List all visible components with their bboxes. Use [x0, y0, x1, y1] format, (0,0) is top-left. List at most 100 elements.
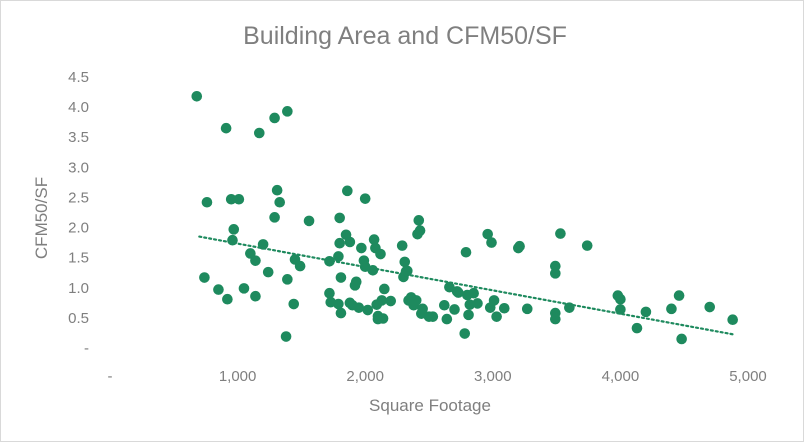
trendline: [198, 235, 737, 336]
data-point: [377, 313, 389, 324]
data-point: [379, 283, 390, 295]
data-point: [498, 302, 510, 314]
data-point: [427, 311, 439, 322]
data-point: [410, 295, 422, 306]
data-point: [288, 298, 300, 310]
data-point: [350, 276, 362, 288]
data-point: [282, 274, 293, 285]
data-point: [439, 299, 450, 311]
data-point: [222, 293, 233, 305]
data-point: [441, 313, 453, 325]
data-points: [191, 90, 738, 345]
data-point: [468, 287, 479, 299]
data-point: [282, 106, 293, 117]
data-point: [368, 234, 380, 245]
y-tick-label: 3.5: [68, 129, 89, 146]
data-point: [324, 255, 335, 267]
data-point: [581, 240, 593, 251]
data-point: [262, 266, 274, 278]
data-point: [191, 90, 203, 102]
data-point: [676, 333, 687, 345]
data-point: [257, 239, 269, 250]
y-tick-label: -: [84, 340, 89, 357]
y-tick-label: 2.0: [68, 220, 89, 237]
data-point: [385, 295, 397, 307]
y-tick-label: 2.5: [68, 189, 89, 206]
data-point: [375, 248, 386, 260]
data-point: [269, 212, 280, 223]
data-point: [564, 302, 575, 313]
data-point: [453, 287, 464, 298]
data-point: [615, 304, 626, 315]
data-point: [333, 251, 344, 262]
data-point: [199, 272, 210, 283]
data-point: [250, 290, 261, 302]
data-point: [417, 303, 428, 315]
data-point: [673, 290, 685, 301]
data-point: [463, 309, 474, 321]
data-point: [274, 196, 286, 208]
data-point: [482, 228, 493, 240]
y-axis-ticks: - 0.5 1.0 1.5 2.0 2.5 3.0 3.5 4.0 4.5: [68, 69, 89, 357]
data-point: [335, 307, 347, 319]
data-point: [399, 256, 411, 268]
data-point: [362, 304, 374, 316]
y-tick-label: 1.0: [68, 280, 89, 297]
x-tick-label: 4,000: [602, 368, 640, 385]
data-point: [250, 255, 261, 266]
data-point: [396, 240, 408, 251]
x-tick-label: 3,000: [474, 368, 512, 385]
data-point: [334, 212, 345, 224]
data-point: [413, 215, 425, 226]
data-point: [449, 304, 460, 315]
y-tick-label: 0.5: [68, 310, 89, 327]
data-point: [376, 295, 388, 306]
data-point: [238, 283, 250, 294]
data-point: [333, 298, 344, 310]
x-tick-label: 5,000: [729, 368, 767, 385]
trendline-group: [198, 235, 737, 336]
x-tick-label: 1,000: [219, 368, 257, 385]
data-point: [356, 242, 367, 254]
data-point: [514, 240, 525, 252]
data-point: [280, 331, 292, 342]
data-point: [324, 287, 335, 299]
data-point: [550, 313, 561, 325]
data-point: [631, 322, 643, 334]
data-point: [486, 237, 497, 248]
data-point: [666, 303, 677, 315]
y-tick-label: 3.0: [68, 159, 89, 176]
y-tick-label: 4.5: [68, 69, 89, 86]
data-point: [402, 265, 413, 277]
data-point: [353, 302, 365, 313]
data-point: [727, 314, 738, 325]
data-point: [213, 284, 224, 295]
data-point: [521, 303, 533, 315]
data-point: [225, 193, 237, 205]
data-point: [615, 293, 626, 305]
data-point: [460, 246, 472, 258]
data-point: [414, 225, 426, 236]
data-point: [459, 328, 471, 339]
x-axis-ticks: - 1,000 2,000 3,000 4,000 5,000: [108, 368, 767, 385]
x-tick-label: -: [108, 368, 113, 385]
data-point: [227, 234, 238, 246]
data-point: [294, 260, 306, 272]
data-point: [335, 272, 347, 283]
data-point: [704, 301, 716, 313]
data-point: [555, 228, 566, 239]
data-point: [472, 298, 483, 309]
data-point: [491, 311, 502, 322]
x-axis-title: Square Footage: [369, 396, 491, 415]
data-point: [271, 184, 283, 196]
data-point: [359, 193, 371, 204]
x-tick-label: 2,000: [346, 368, 384, 385]
data-point: [488, 295, 500, 306]
data-point: [220, 122, 232, 134]
data-point: [201, 196, 213, 208]
data-point: [640, 306, 652, 318]
data-point: [367, 265, 379, 276]
data-point: [253, 127, 265, 139]
